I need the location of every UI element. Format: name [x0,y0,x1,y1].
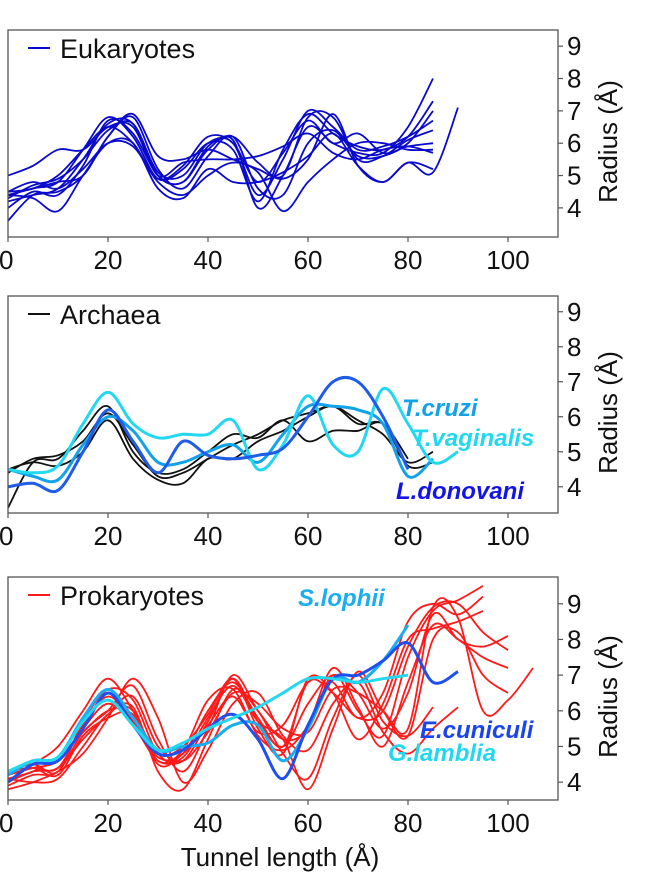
x-tick-label: 100 [486,521,529,551]
x-tick-label: 40 [194,808,223,838]
x-tick-label: 0 [0,245,13,275]
x-tick-label: 60 [294,245,323,275]
series-line-prokaryote-10 [8,677,459,791]
y-tick-label: 6 [567,402,581,432]
y-tick-label: 7 [567,96,581,126]
y-tick-label: 9 [567,297,581,327]
y-tick-label: 8 [567,624,581,654]
species-annotation: T.vaginalis [412,425,534,452]
x-tick-label: 80 [394,521,423,551]
species-annotation: G.lamblia [388,740,496,767]
species-annotation: L.donovani [396,478,525,505]
series-group [8,375,459,509]
x-tick-label: 40 [194,245,223,275]
plot-frame [7,29,559,238]
series-line-eukaryote-4 [8,121,434,178]
y-tick-label: 9 [567,31,581,61]
y-tick-label: 8 [567,64,581,94]
series-group [8,78,459,222]
series-line-l-donovani [8,375,410,494]
x-tick-label: 40 [194,521,223,551]
series-line-prokaryote-6 [8,626,509,791]
series-line-eukaryote-2 [8,78,434,210]
species-annotation: T.cruzi [402,395,479,422]
plot-frame [7,295,559,514]
plot-frame [7,576,559,801]
series-line-archaea-2 [8,405,434,480]
y-axis-label: Radius (Å) [593,80,623,203]
x-tick-label: 60 [294,521,323,551]
x-tick-label: 60 [294,808,323,838]
series-line-t-vaginalis [8,386,459,475]
y-tick-label: 6 [567,696,581,726]
x-tick-label: 0 [0,521,13,551]
x-axis-label: Tunnel length (Å) [181,842,379,872]
series-line-g-lamblia [8,673,409,773]
series-group [8,585,534,792]
legend-label: Archaea [60,300,162,330]
series-line-eukaryote-7 [8,139,434,212]
series-line-archaea-3 [8,405,409,486]
y-tick-label: 8 [567,332,581,362]
series-line-e-cuniculi [8,641,459,784]
species-annotation: S.lophii [298,585,386,612]
x-tick-label: 20 [94,808,123,838]
panel-3: 0 20 40 60 80 100 4 5 6 7 8 9 Radius (Å) Prokaryotes S… [0,576,623,872]
series-line-eukaryote-1 [8,100,434,203]
series-line-archaea-1 [8,405,434,509]
series-line-eukaryote-9 [8,112,434,196]
x-tick-label: 80 [394,808,423,838]
series-line-eukaryote-10 [8,119,434,193]
y-tick-label: 7 [567,367,581,397]
y-axis-label: Radius (Å) [593,635,623,758]
y-tick-label: 5 [567,731,581,761]
x-tick-label: 80 [394,245,423,275]
y-tick-label: 4 [567,472,581,502]
x-tick-label: 0 [0,808,13,838]
x-tick-label: 100 [486,808,529,838]
panel-2: 0 20 40 60 80 100 4 5 6 7 8 9 Radius (Å) Archaea T.cru… [0,295,623,551]
x-tick-label: 20 [94,521,123,551]
y-tick-label: 4 [567,767,581,797]
y-tick-label: 6 [567,128,581,158]
species-annotation: E.cuniculi [420,717,535,744]
series-line-prokaryote-7 [8,597,534,784]
y-tick-label: 4 [567,193,581,223]
y-tick-label: 5 [567,161,581,191]
y-tick-label: 5 [567,437,581,467]
legend-label: Eukaryotes [60,34,195,64]
legend-label: Prokaryotes [60,581,204,611]
y-axis-label: Radius (Å) [593,351,623,474]
y-tick-label: 7 [567,660,581,690]
x-tick-label: 20 [94,245,123,275]
x-tick-label: 100 [486,245,529,275]
series-line-t-cruzi [8,402,435,484]
y-tick-label: 9 [567,589,581,619]
